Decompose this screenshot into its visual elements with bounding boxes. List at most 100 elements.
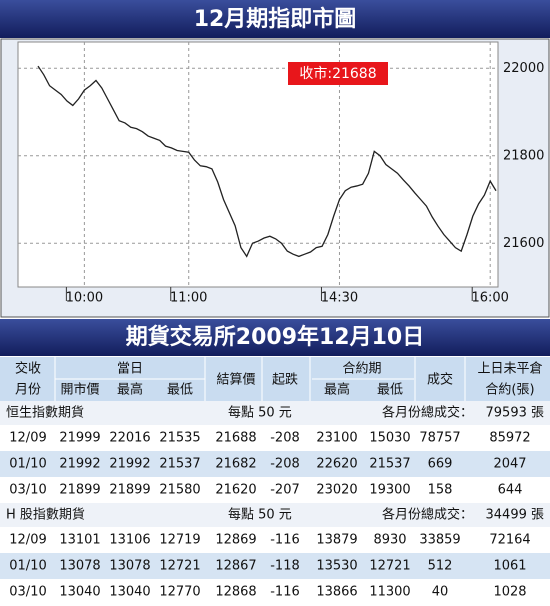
header-cell: 最高	[117, 382, 143, 398]
cell: 01/10	[9, 559, 46, 574]
cell: 21999	[59, 431, 100, 446]
cell: 21899	[109, 483, 150, 498]
header-cell: 當日	[117, 362, 143, 377]
cell: 19300	[369, 483, 410, 498]
row-bg	[0, 579, 550, 605]
cell: 21992	[109, 457, 150, 472]
cell: 12/09	[9, 533, 46, 548]
section-unit: 每點 50 元	[228, 405, 292, 421]
cell: 03/10	[9, 483, 46, 498]
header-cell: 上日未平倉	[477, 362, 542, 377]
cell: 15030	[369, 431, 410, 446]
cell: 40	[432, 585, 449, 600]
header-cell: 最低	[377, 383, 403, 398]
cell: 12867	[215, 559, 256, 574]
cell: -208	[270, 457, 300, 472]
section-total-label: 各月份總成交：	[382, 405, 473, 421]
cell: 21537	[159, 457, 200, 472]
section-name: H 股指數期貨	[6, 507, 85, 523]
row-bg	[0, 425, 550, 451]
x-tick-label: 16:00	[471, 291, 508, 306]
cell: 13040	[59, 585, 100, 600]
y-tick-label: 21600	[503, 236, 544, 251]
y-tick-label: 21800	[503, 148, 544, 163]
cell: 13866	[316, 585, 357, 600]
header-cell: 成交	[427, 372, 453, 388]
title-bar	[0, 0, 550, 38]
cell: 11300	[369, 585, 410, 600]
section-total-label: 各月份總成交：	[382, 507, 473, 523]
x-tick-label: 11:00	[170, 291, 207, 306]
cell: 13040	[109, 585, 150, 600]
row-bg	[0, 553, 550, 579]
section-total: 34499 張	[486, 508, 545, 523]
row-bg	[0, 527, 550, 553]
header-cell: 最高	[324, 382, 350, 398]
cell: 669	[428, 457, 453, 472]
cell: 13530	[316, 559, 357, 574]
cell: 13078	[59, 559, 100, 574]
header-cell: 開市價	[60, 382, 99, 398]
cell: 13106	[109, 533, 150, 548]
section-unit: 每點 50 元	[228, 507, 292, 523]
cell: 12869	[215, 533, 256, 548]
cell: 1028	[493, 585, 526, 600]
cell: 21537	[369, 457, 410, 472]
header-cell: 起跌	[272, 372, 298, 388]
row-bg	[0, 451, 550, 477]
cell: 21580	[159, 483, 200, 498]
header-cell: 合約(張)	[485, 383, 534, 398]
cell: 158	[428, 483, 453, 498]
section-name: 恒生指數期貨	[6, 405, 84, 421]
cell: 33859	[419, 533, 460, 548]
cell: -208	[270, 431, 300, 446]
plot-area	[17, 41, 499, 288]
annotation-box	[288, 62, 388, 85]
cell: 12721	[369, 559, 410, 574]
cell: 13879	[316, 533, 357, 548]
cell: 8930	[373, 533, 406, 548]
cell: 23020	[316, 483, 357, 498]
cell: 1061	[493, 559, 526, 574]
cell: 23100	[316, 431, 357, 446]
cell: -207	[270, 483, 300, 498]
header-cell: 結算價	[216, 373, 255, 388]
cell: 12868	[215, 585, 256, 600]
cell: 22620	[316, 457, 357, 472]
x-tick-label: 10:00	[66, 291, 103, 306]
cell: 22016	[109, 431, 150, 446]
cell: 2047	[493, 457, 526, 472]
cell: 12770	[159, 585, 200, 600]
cell: -116	[270, 533, 300, 548]
header-cell: 交收	[15, 361, 41, 377]
cell: 13101	[59, 533, 100, 548]
cell: 72164	[489, 533, 530, 548]
section-bg	[0, 503, 550, 527]
cell: 01/10	[9, 457, 46, 472]
cell: 13078	[109, 559, 150, 574]
y-tick-label: 22000	[503, 61, 544, 76]
cell: 644	[498, 483, 523, 498]
cell: 12719	[159, 533, 200, 548]
table-title-bar	[0, 319, 550, 356]
cell: 21899	[59, 483, 100, 498]
section-bg	[0, 401, 550, 425]
chart-title: 12月期指即市圖	[194, 6, 357, 32]
cell: 21682	[215, 457, 256, 472]
cell: 85972	[489, 431, 530, 446]
section-total: 79593 張	[486, 406, 545, 421]
cell: 512	[428, 559, 453, 574]
header-cell: 合約期	[342, 362, 381, 377]
cell: 03/10	[9, 585, 46, 600]
x-tick-label: 14:30	[321, 291, 358, 306]
annotation: 收市:21688	[299, 65, 376, 82]
cell: 21992	[59, 457, 100, 472]
price-line	[37, 65, 497, 258]
cell: 12/09	[9, 431, 46, 446]
cell: -116	[270, 585, 300, 600]
header-cell: 最低	[167, 383, 193, 398]
cell: 12721	[159, 559, 200, 574]
cell: -118	[270, 559, 300, 574]
table-title: 期貨交易所2009年12月10日	[126, 324, 424, 350]
